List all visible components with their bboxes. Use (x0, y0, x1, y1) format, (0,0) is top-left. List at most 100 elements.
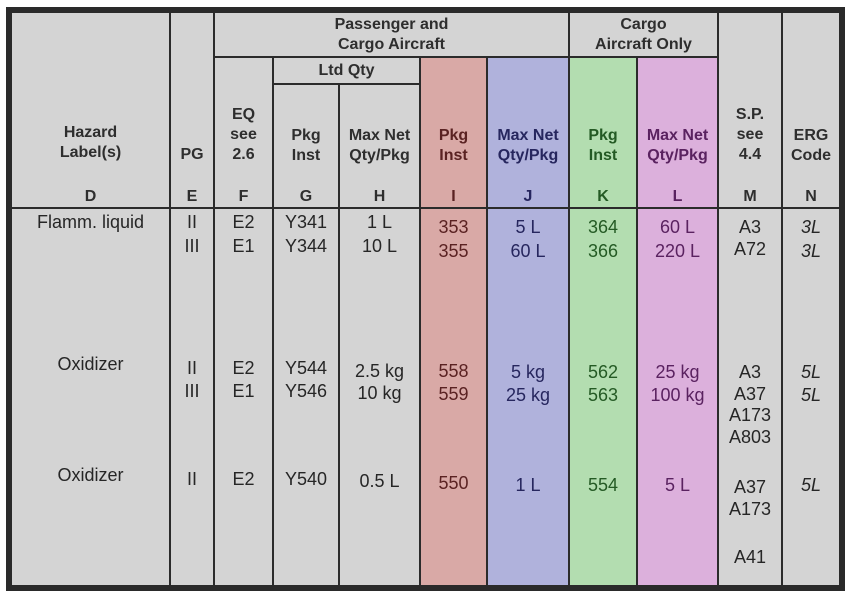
hazard-label: Oxidizer (57, 465, 124, 485)
special-provision: A3 (738, 217, 762, 237)
divider (636, 57, 638, 585)
divider (213, 56, 719, 58)
header-hazard-label: Hazard Label(s) (59, 124, 122, 161)
ltd-max-net: 1 L (366, 212, 393, 232)
pax-max-net: 5 L (515, 217, 541, 237)
ltd-max-net: 10 L (361, 236, 398, 256)
column-letter-J: J (523, 188, 533, 205)
cao-max-net: 25 kg (655, 362, 700, 382)
ltd-pkg-inst: Y341 (284, 212, 328, 232)
pax-pkg-inst: 559 (438, 384, 469, 404)
header-cao-max-net: Max Net Qty/Pkg (646, 127, 709, 164)
header-cao-pkg-inst: Pkg Inst (588, 127, 618, 164)
cao-max-net: 60 L (659, 217, 696, 237)
pax-max-net: 5 kg (510, 362, 546, 382)
column-letter-G: G (299, 188, 313, 205)
eq-value: E2 (232, 212, 255, 232)
ltd-pkg-inst: Y344 (284, 236, 328, 256)
group-passenger-cargo: Passenger and Cargo Aircraft (334, 15, 449, 53)
ltd-max-net: 2.5 kg (354, 361, 405, 381)
column-letter-H: H (373, 188, 386, 205)
column-letter-F: F (238, 188, 249, 205)
column-L-bg (637, 57, 718, 585)
eq-value: E1 (232, 381, 255, 401)
special-provision: A37 (733, 384, 767, 404)
cao-pkg-inst: 562 (587, 362, 619, 382)
header-eq: EQ see 2.6 (230, 106, 257, 163)
column-letter-L: L (672, 188, 683, 205)
cao-max-net: 100 kg (650, 385, 705, 405)
special-provision: A37 (733, 477, 767, 497)
pg-value: III (184, 236, 200, 256)
dangerous-goods-table: Passenger and Cargo Aircraft Ltd Qty Car… (12, 13, 839, 585)
eq-value: E2 (232, 358, 255, 378)
erg-code: 3L (800, 217, 822, 237)
ltd-max-net: 10 kg (357, 383, 402, 403)
header-pax-pkg-inst: Pkg Inst (438, 127, 469, 164)
pg-value: II (186, 358, 197, 378)
column-K-bg (569, 57, 637, 585)
hazard-label: Oxidizer (57, 354, 124, 374)
pax-pkg-inst: 353 (438, 217, 469, 237)
ltd-max-net: 0.5 L (359, 471, 400, 491)
hazard-label: Flamm. liquid (36, 212, 145, 232)
column-I-bg (420, 57, 487, 585)
divider (781, 13, 783, 585)
divider (272, 57, 274, 585)
special-provision: A72 (733, 239, 767, 259)
column-J-bg (487, 57, 569, 585)
column-letter-E: E (186, 188, 198, 205)
erg-code: 5L (800, 475, 822, 495)
eq-value: E1 (232, 236, 255, 256)
divider (568, 13, 570, 585)
divider (338, 84, 340, 585)
eq-value: E2 (232, 469, 255, 489)
header-pg: PG (180, 146, 204, 163)
header-pax-max-net: Max Net Qty/Pkg (497, 127, 559, 164)
special-provision: A41 (733, 547, 767, 567)
cao-pkg-inst: 366 (587, 241, 619, 261)
header-erg-code: ERG Code (791, 127, 831, 164)
special-provision: A173 (728, 405, 772, 425)
special-provision: A173 (728, 499, 772, 519)
column-letter-M: M (743, 188, 757, 205)
divider (169, 13, 171, 585)
divider (419, 57, 421, 585)
pax-max-net: 1 L (515, 475, 541, 495)
special-provision: A803 (728, 427, 772, 447)
column-letter-N: N (805, 188, 817, 205)
pg-value: III (184, 381, 200, 401)
erg-code: 5L (800, 362, 822, 382)
cao-max-net: 5 L (664, 475, 691, 495)
cao-pkg-inst: 563 (587, 385, 619, 405)
pg-value: II (186, 469, 197, 489)
pg-value: II (186, 212, 197, 232)
column-letter-K: K (597, 188, 609, 205)
divider (486, 57, 488, 585)
divider (12, 207, 839, 209)
pax-max-net: 25 kg (505, 385, 551, 405)
pax-max-net: 60 L (510, 241, 546, 261)
pax-pkg-inst: 355 (438, 241, 469, 261)
column-letter-D: D (84, 188, 97, 205)
divider (213, 13, 215, 585)
pax-pkg-inst: 558 (438, 361, 469, 381)
cao-pkg-inst: 364 (587, 217, 619, 237)
erg-code: 3L (800, 241, 822, 261)
ltd-pkg-inst: Y540 (284, 469, 328, 489)
group-ltd-qty: Ltd Qty (318, 61, 375, 79)
erg-code: 5L (800, 385, 822, 405)
column-letter-I: I (451, 188, 456, 205)
group-cargo-only: Cargo Aircraft Only (595, 15, 692, 53)
header-special-provisions: S.P. see 4.4 (735, 106, 765, 163)
divider (272, 83, 421, 85)
header-ltd-pkg-inst: Pkg Inst (291, 127, 321, 164)
cao-pkg-inst: 554 (587, 475, 619, 495)
pax-pkg-inst: 550 (438, 473, 469, 493)
ltd-pkg-inst: Y544 (284, 358, 328, 378)
header-ltd-max-net: Max Net Qty/Pkg (348, 127, 411, 164)
cao-max-net: 220 L (654, 241, 701, 261)
divider (717, 13, 719, 585)
special-provision: A3 (738, 362, 762, 382)
ltd-pkg-inst: Y546 (284, 381, 328, 401)
